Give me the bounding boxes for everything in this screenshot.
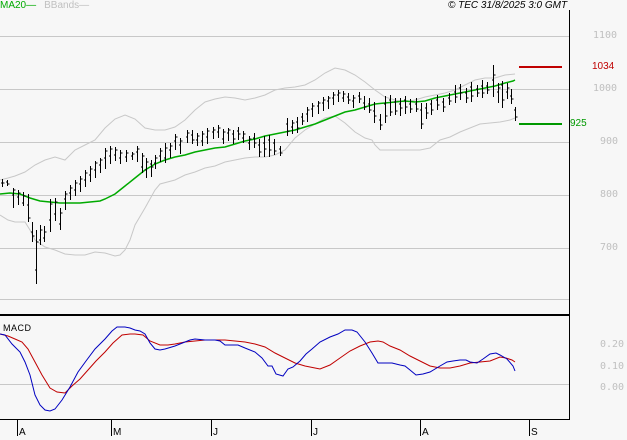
macd-tick-020: 0.20 xyxy=(600,339,625,350)
support-label: 925 xyxy=(570,118,587,129)
macd-tick-010: 0.10 xyxy=(600,361,625,372)
macd-panel-title: MACD xyxy=(3,323,32,333)
chart-legend: MA20— BBands— xyxy=(0,0,89,12)
legend-bbands: BBands— xyxy=(44,0,90,11)
price-gridlines xyxy=(0,36,569,300)
x-label-sep: S xyxy=(531,427,538,438)
x-label-apr: A xyxy=(19,427,26,438)
price-tick-900: 900 xyxy=(600,136,619,147)
bbands-lower-line xyxy=(0,115,516,257)
x-axis-ticks xyxy=(17,420,530,436)
macd-tick-000: 0.00 xyxy=(600,382,625,393)
price-tick-1100: 1100 xyxy=(593,30,618,41)
x-label-jun: J xyxy=(213,427,218,438)
bbands-upper-line xyxy=(0,67,516,181)
legend-ma20: MA20— xyxy=(0,0,37,11)
x-label-jul: J xyxy=(313,427,318,438)
x-label-aug: A xyxy=(422,427,429,438)
resistance-label: 1034 xyxy=(592,61,615,72)
price-tick-700: 700 xyxy=(600,242,619,253)
copyright-timestamp: © TEC 31/8/2025 3:0 GMT xyxy=(448,0,568,11)
price-tick-1000: 1000 xyxy=(593,83,618,94)
ma20-line xyxy=(0,79,516,204)
macd-signal-line xyxy=(0,333,516,394)
x-label-may: M xyxy=(113,427,122,438)
price-tick-800: 800 xyxy=(600,189,619,200)
macd-main-line xyxy=(0,326,516,412)
price-bars xyxy=(1,65,518,284)
